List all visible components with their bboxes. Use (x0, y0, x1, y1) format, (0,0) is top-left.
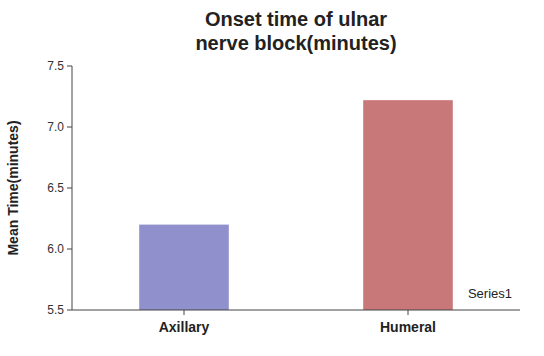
y-tick (67, 127, 72, 128)
y-axis-label: Mean Time(minutes) (5, 120, 21, 255)
y-tick-label: 6.5 (47, 181, 64, 195)
x-tick-label: Axillary (159, 319, 210, 335)
bars (139, 100, 453, 310)
y-tick-label: 7.0 (47, 120, 64, 134)
x-tick-label: Humeral (380, 319, 436, 335)
y-axis (72, 66, 73, 310)
y-tick (67, 310, 72, 311)
y-tick (67, 249, 72, 250)
y-tick-label: 5.5 (47, 303, 64, 317)
y-tick (67, 188, 72, 189)
x-axis (72, 310, 520, 311)
x-tick (184, 310, 185, 315)
bar (363, 100, 453, 310)
chart: Onset time of ulnarnerve block(minutes) 5… (0, 0, 544, 356)
legend-entry: Series1 (468, 286, 512, 301)
chart-container: Onset time of ulnarnerve block(minutes) 5… (0, 0, 544, 356)
y-tick-label: 7.5 (47, 59, 64, 73)
y-tick (67, 66, 72, 67)
x-tick (408, 310, 409, 315)
y-tick-label: 6.0 (47, 242, 64, 256)
bar (139, 225, 229, 310)
title: Onset time of ulnarnerve block(minutes) (195, 8, 396, 54)
